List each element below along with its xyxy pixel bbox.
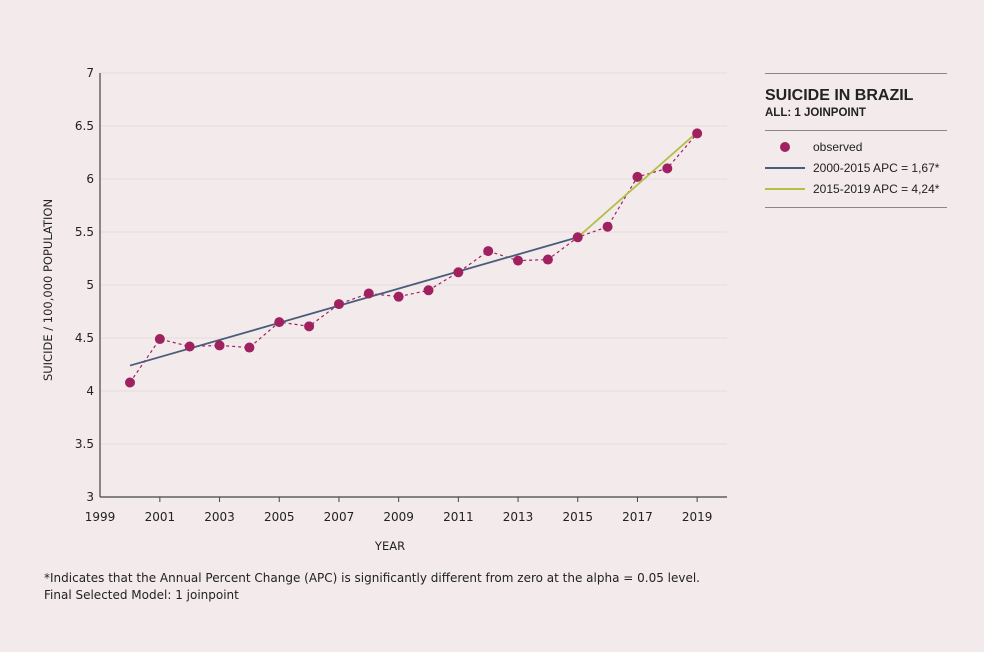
y-tick-label: 5 bbox=[86, 278, 94, 292]
observed-point-2010 bbox=[423, 285, 434, 296]
x-tick-label: 2009 bbox=[383, 510, 414, 524]
x-tick-label: 2019 bbox=[682, 510, 713, 524]
observed-marker-icon bbox=[780, 141, 790, 152]
legend-divider bbox=[765, 130, 947, 131]
legend-label: 2015-2019 APC = 4,24* bbox=[813, 181, 940, 196]
legend: SUICIDE IN BRAZIL ALL: 1 JOINPOINT obser… bbox=[765, 73, 977, 208]
x-tick-label: 2005 bbox=[264, 510, 295, 524]
y-tick-label: 6.5 bbox=[75, 119, 94, 133]
observed-point-2001 bbox=[154, 334, 165, 345]
observed-point-2005 bbox=[274, 317, 285, 328]
x-tick-label: 2011 bbox=[443, 510, 474, 524]
observed-point-2014 bbox=[542, 254, 553, 265]
observed-point-2006 bbox=[304, 321, 315, 332]
observed-point-2009 bbox=[393, 291, 404, 302]
legend-item-trend-2000-2015: 2000-2015 APC = 1,67* bbox=[765, 157, 977, 178]
legend-title: SUICIDE IN BRAZIL bbox=[765, 87, 914, 104]
observed-point-2000 bbox=[125, 377, 135, 388]
footnote-line-2: Final Selected Model: 1 joinpoint bbox=[44, 588, 239, 602]
footnote: *Indicates that the Annual Percent Chang… bbox=[44, 570, 700, 604]
observed-point-2018 bbox=[662, 163, 673, 174]
observed-point-2016 bbox=[602, 221, 613, 232]
y-axis-label: SUICIDE / 100,000 POPULATION bbox=[41, 199, 55, 381]
observed-point-2003 bbox=[214, 340, 225, 351]
y-tick-label: 6 bbox=[86, 172, 94, 186]
legend-subtitle: ALL: 1 JOINPOINT bbox=[765, 107, 866, 119]
legend-item-trend-2015-2019: 2015-2019 APC = 4,24* bbox=[765, 178, 977, 199]
observed-point-2019 bbox=[692, 128, 703, 139]
legend-divider bbox=[765, 73, 947, 74]
observed-point-2011 bbox=[453, 267, 464, 278]
footnote-line-1: *Indicates that the Annual Percent Chang… bbox=[44, 571, 700, 585]
observed-point-2002 bbox=[184, 341, 195, 352]
observed-point-2008 bbox=[363, 288, 374, 299]
legend-label: 2000-2015 APC = 1,67* bbox=[813, 160, 940, 175]
trend-line-2015-2019 bbox=[577, 131, 698, 238]
observed-point-2013 bbox=[513, 255, 524, 266]
observed-point-2007 bbox=[333, 299, 344, 310]
y-tick-label: 7 bbox=[86, 66, 94, 80]
observed-point-2012 bbox=[483, 246, 494, 257]
observed-point-2017 bbox=[632, 171, 643, 182]
legend-item-observed: observed bbox=[765, 136, 977, 157]
y-tick-label: 5.5 bbox=[75, 225, 94, 239]
legend-divider bbox=[765, 207, 947, 208]
observed-point-2004 bbox=[244, 342, 255, 353]
observed-dashed-line bbox=[129, 133, 698, 383]
x-tick-label: 2015 bbox=[562, 510, 593, 524]
x-tick-label: 2017 bbox=[622, 510, 653, 524]
x-axis-label: YEAR bbox=[374, 539, 405, 553]
blue-line-icon bbox=[765, 166, 805, 169]
trend-line-2000-2015 bbox=[129, 236, 578, 367]
x-tick-label: 2013 bbox=[503, 510, 534, 524]
x-tick-label: 2003 bbox=[204, 510, 235, 524]
x-tick-label: 1999 bbox=[85, 510, 116, 524]
x-tick-label: 2007 bbox=[324, 510, 355, 524]
y-tick-label: 4.5 bbox=[75, 331, 94, 345]
y-tick-label: 3 bbox=[86, 490, 94, 504]
green-line-icon bbox=[765, 187, 805, 190]
observed-point-2015 bbox=[572, 232, 583, 243]
y-tick-label: 3.5 bbox=[75, 437, 94, 451]
x-tick-label: 2001 bbox=[145, 510, 176, 524]
legend-label: observed bbox=[813, 139, 863, 154]
y-tick-label: 4 bbox=[86, 384, 94, 398]
